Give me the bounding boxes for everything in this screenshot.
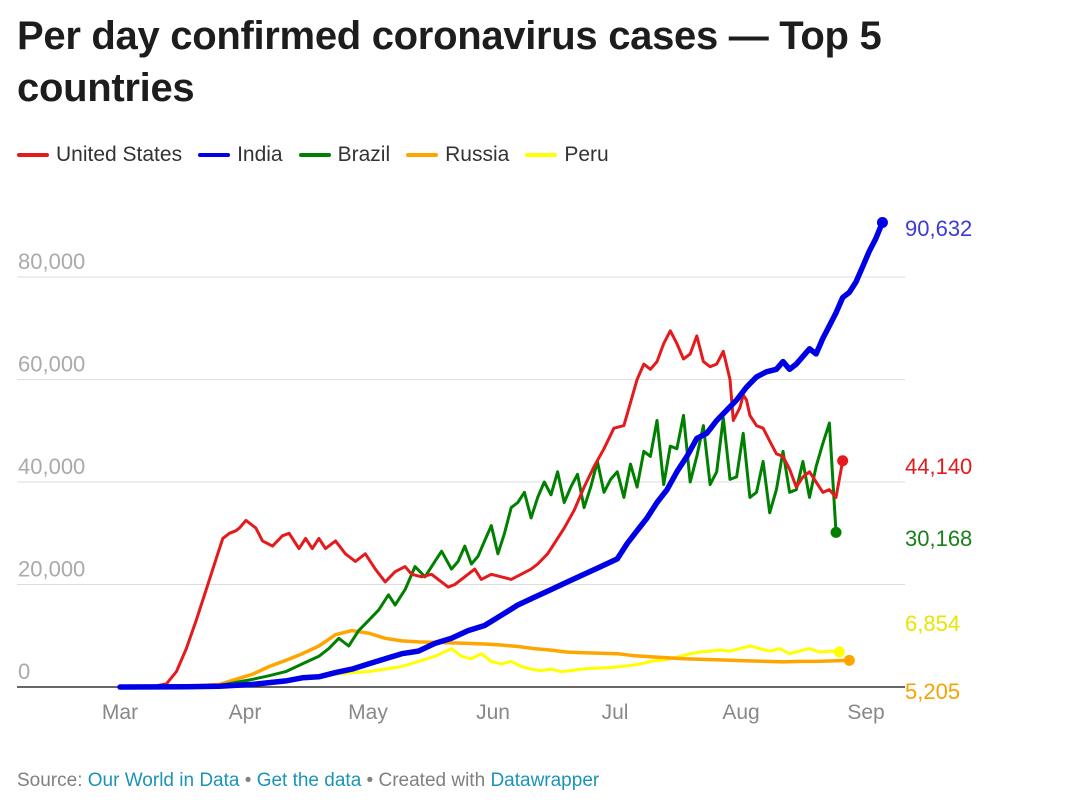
y-tick-label: 20,000 [18, 557, 85, 582]
created-with-label: Created with [378, 770, 486, 791]
chart-legend: United States India Brazil Russia Peru [17, 140, 625, 170]
y-tick-label: 0 [18, 659, 30, 684]
legend-item-united-states: United States [17, 143, 182, 167]
series-line-russia [118, 628, 852, 689]
legend-label-brazil: Brazil [337, 143, 391, 166]
end-label-peru: 6,854 [905, 611, 960, 636]
end-marker-india [876, 217, 888, 229]
legend-label-russia: Russia [445, 143, 510, 166]
legend-item-peru: Peru [525, 143, 609, 167]
x-tick-label: Apr [229, 701, 262, 724]
x-tick-label: Mar [102, 701, 138, 724]
legend-swatch-russia [406, 153, 439, 157]
series-line-united-states [118, 329, 845, 689]
x-tick-label: Aug [722, 701, 759, 724]
legend-item-india: India [198, 143, 283, 167]
end-label-brazil: 30,168 [905, 526, 972, 551]
end-label-india: 90,632 [905, 216, 972, 241]
end-marker-brazil [830, 526, 842, 538]
end-marker-peru [833, 646, 845, 658]
legend-label-united-states: United States [56, 143, 183, 166]
x-tick-label: Sep [847, 701, 884, 724]
end-marker-united-states [837, 455, 849, 467]
footer-separator: • [366, 770, 374, 791]
y-tick-label: 40,000 [18, 454, 85, 479]
x-tick-label: May [348, 701, 388, 724]
source-label: Source: [17, 770, 83, 791]
legend-label-india: India [237, 143, 283, 166]
legend-swatch-peru [525, 153, 558, 157]
get-data-link[interactable]: Get the data [256, 770, 362, 791]
y-tick-label: 60,000 [18, 352, 85, 377]
end-marker-russia [843, 654, 855, 666]
line-chart: 0 20,000 40,000 60,000 80,000 Mar Apr May Jun Jul… [17, 216, 972, 724]
chart-title: Per day confirmed coronavirus cases — To… [17, 14, 882, 110]
legend-item-russia: Russia [406, 143, 509, 167]
end-label-united-states: 44,140 [905, 454, 972, 479]
legend-label-peru: Peru [564, 143, 609, 166]
series-line-peru [118, 644, 841, 689]
x-tick-label: Jun [476, 701, 510, 724]
y-tick-label: 80,000 [18, 249, 85, 274]
series-line-india [117, 219, 886, 690]
chart-footer: Source: Our World in Data • Get the data… [17, 770, 599, 792]
end-label-russia: 5,205 [905, 679, 960, 704]
footer-separator: • [244, 770, 252, 791]
series-line-brazil [118, 413, 838, 689]
datawrapper-link[interactable]: Datawrapper [490, 770, 600, 791]
x-tick-label: Jul [602, 701, 629, 724]
legend-item-brazil: Brazil [298, 143, 391, 167]
source-link[interactable]: Our World in Data [87, 770, 240, 791]
legend-swatch-united-states [17, 153, 49, 157]
legend-swatch-brazil [298, 153, 331, 157]
legend-swatch-india [198, 153, 231, 157]
